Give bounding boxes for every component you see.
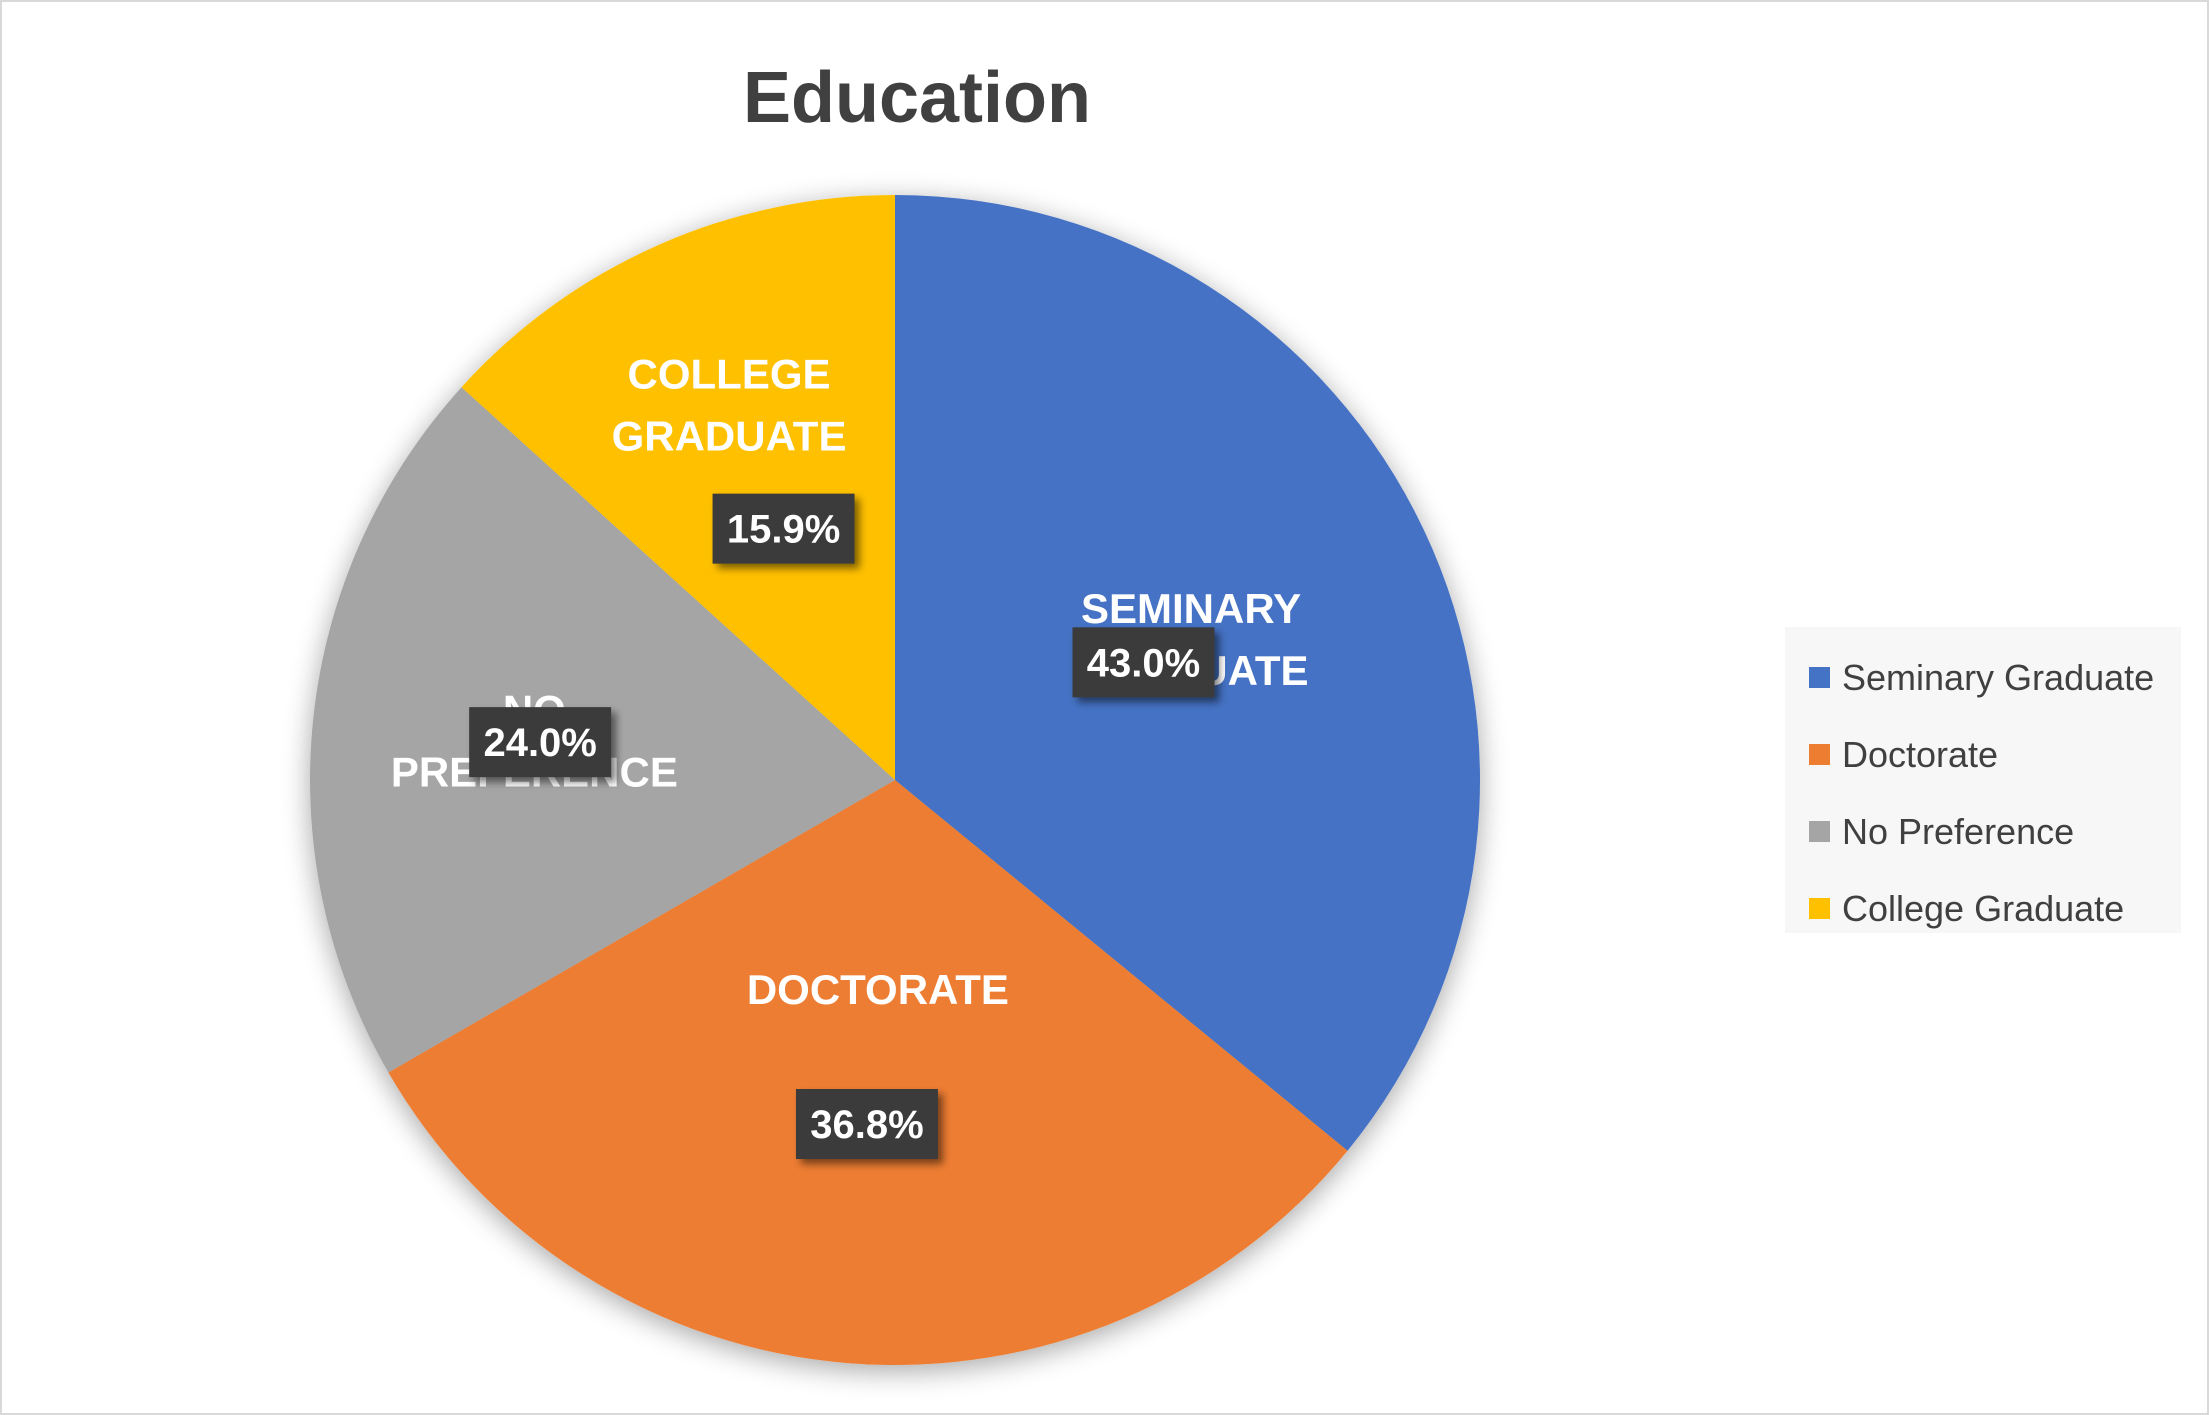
legend-swatch: [1809, 821, 1830, 842]
legend-item-college-graduate: College Graduate: [1785, 870, 2181, 947]
legend-swatch: [1809, 667, 1830, 688]
legend-item-doctorate: Doctorate: [1785, 716, 2181, 793]
slice-value-label-no-preference: 24.0%: [469, 707, 612, 778]
value-text: 36.8%: [810, 1103, 923, 1147]
value-text: 43.0%: [1087, 641, 1200, 685]
legend-item-no-preference: No Preference: [1785, 793, 2181, 870]
value-box: [469, 707, 612, 778]
slice-value-label-seminary-graduate: 43.0%: [1072, 627, 1215, 698]
legend-label: No Preference: [1842, 810, 2075, 852]
value-box: [1072, 627, 1215, 698]
value-text: 15.9%: [727, 508, 840, 552]
pie-data-labels: SEMINARYGRADUATE43.0%DOCTORATE36.8%NOPRE…: [391, 351, 1309, 1160]
chart-title: Education: [742, 58, 1091, 138]
slice-label-doctorate: DOCTORATE: [747, 966, 1009, 1013]
slice-value-label-doctorate: 36.8%: [795, 1089, 938, 1160]
slice-value-label-college-graduate: 15.9%: [712, 493, 855, 564]
pie-slice-doctorate: [388, 780, 1348, 1365]
legend-label: Doctorate: [1842, 733, 1999, 775]
legend-label: Seminary Graduate: [1842, 656, 2155, 698]
legend-item-seminary-graduate: Seminary Graduate: [1785, 639, 2181, 716]
value-text: 24.0%: [483, 721, 596, 765]
slice-label-college-graduate: COLLEGE GRADUATE: [612, 351, 847, 460]
legend: Seminary Graduate Doctorate No Preference C…: [1785, 627, 2181, 933]
legend-label: College Graduate: [1842, 887, 2125, 929]
pie-slice-college-graduate: [461, 195, 895, 780]
value-box: [795, 1089, 938, 1160]
value-box: [712, 493, 855, 564]
legend-swatch: [1809, 744, 1830, 765]
legend-swatch: [1809, 898, 1830, 919]
